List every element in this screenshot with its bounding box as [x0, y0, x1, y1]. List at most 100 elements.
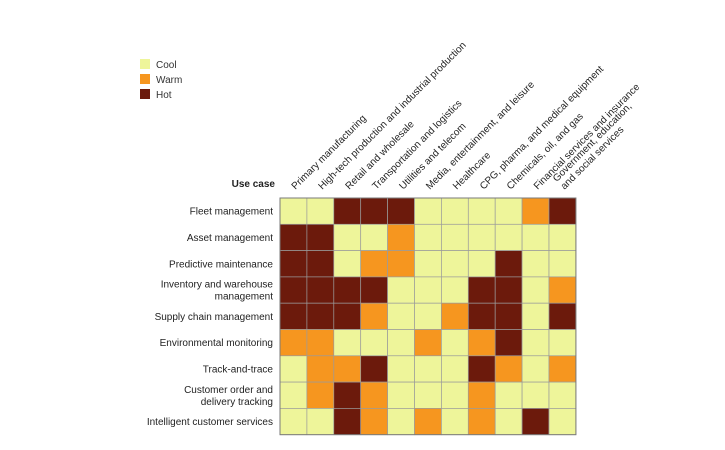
row-label: Predictive maintenance [169, 259, 273, 270]
heatmap-cell-r2-c9 [521, 250, 550, 278]
row-label: Asset management [187, 233, 273, 244]
legend-label-cool: Cool [156, 60, 177, 71]
row-label: Inventory and warehouse management [161, 280, 274, 303]
heatmap-cell-r5-c9 [521, 329, 550, 357]
heatmap-cell-r6-c9 [521, 355, 550, 383]
heatmap-cell-r4-c5 [414, 302, 442, 330]
heatmap-cell-r0-c1 [306, 197, 335, 225]
heatmap-cell-r7-c6 [441, 381, 469, 409]
heatmap-cell-r0-c6 [441, 197, 469, 225]
heatmap-cell-r2-c5 [414, 250, 442, 278]
heatmap-cell-r4-c0 [279, 302, 308, 330]
heatmap-cell-r3-c3 [360, 276, 388, 304]
heatmap-cell-r7-c7 [467, 381, 496, 409]
heatmap-cell-r8-c4 [387, 408, 415, 436]
heatmap-cell-r4-c4 [387, 302, 415, 330]
heatmap-cell-r2-c8 [494, 250, 523, 278]
heatmap-cell-r6-c6 [441, 355, 469, 383]
heatmap-cell-r7-c1 [306, 381, 335, 409]
heatmap-cell-r3-c5 [414, 276, 442, 304]
row-label: Fleet management [190, 207, 274, 218]
legend-swatch-warm [140, 74, 150, 84]
heatmap-cell-r3-c1 [306, 276, 335, 304]
heatmap-cell-r4-c9 [521, 302, 550, 330]
heatmap-cell-r7-c9 [521, 381, 550, 409]
heatmap-cell-r6-c0 [279, 355, 308, 383]
row-label: Intelligent customer services [147, 417, 273, 428]
heatmap-cell-r6-c2 [333, 355, 362, 383]
heatmap-cell-r2-c6 [441, 250, 469, 278]
heatmap-cell-r6-c10 [548, 355, 577, 383]
heatmap-cell-r2-c1 [306, 250, 335, 278]
heatmap-cell-r0-c9 [521, 197, 550, 225]
heatmap-cell-r4-c6 [441, 302, 469, 330]
heatmap-cell-r2-c0 [279, 250, 308, 278]
heatmap-cell-r8-c10 [548, 408, 577, 436]
heatmap-cell-r1-c4 [387, 223, 415, 251]
heatmap-cell-r0-c7 [467, 197, 496, 225]
heatmap-cell-r0-c5 [414, 197, 442, 225]
heatmap-cell-r8-c7 [467, 408, 496, 436]
heatmap-cell-r1-c10 [548, 223, 577, 251]
heatmap-cell-r8-c9 [521, 408, 550, 436]
heatmap-cell-r5-c5 [414, 329, 442, 357]
heatmap-cell-r8-c8 [494, 408, 523, 436]
heatmap-cell-r4-c3 [360, 302, 388, 330]
heatmap-cell-r6-c8 [494, 355, 523, 383]
row-label: Environmental monitoring [160, 338, 273, 349]
heatmap-cell-r5-c6 [441, 329, 469, 357]
heatmap-cell-r0-c8 [494, 197, 523, 225]
legend: Cool Warm Hot [140, 59, 182, 101]
heatmap-cell-r1-c7 [467, 223, 496, 251]
row-header: Use case [232, 179, 276, 190]
heatmap-cell-r2-c4 [387, 250, 415, 278]
heatmap-cell-r1-c3 [360, 223, 388, 251]
heatmap-cell-r8-c2 [333, 408, 362, 436]
heatmap-cell-r3-c6 [441, 276, 469, 304]
heatmap-cell-r0-c3 [360, 197, 388, 225]
grid-border [279, 197, 577, 436]
heatmap-cell-r5-c2 [333, 329, 362, 357]
heatmap-cell-r8-c1 [306, 408, 335, 436]
heatmap-cell-r8-c6 [441, 408, 469, 436]
heatmap-cell-r4-c10 [548, 302, 577, 330]
legend-label-warm: Warm [156, 75, 182, 86]
row-label: Customer order and delivery tracking [184, 385, 273, 408]
heatmap-cell-r6-c5 [414, 355, 442, 383]
heatmap-cell-r7-c10 [548, 381, 577, 409]
heatmap-cell-r6-c7 [467, 355, 496, 383]
heatmap-cell-r8-c0 [279, 408, 308, 436]
heatmap-cell-r7-c0 [279, 381, 308, 409]
legend-swatch-hot [140, 89, 150, 99]
heatmap-cell-r3-c10 [548, 276, 577, 304]
heatmap-cell-r4-c1 [306, 302, 335, 330]
heatmap-cell-r3-c7 [467, 276, 496, 304]
heatmap-cell-r2-c3 [360, 250, 388, 278]
heatmap-cell-r5-c8 [494, 329, 523, 357]
heatmap-cell-r4-c2 [333, 302, 362, 330]
heatmap-cell-r1-c5 [414, 223, 442, 251]
legend-swatch-cool [140, 59, 150, 69]
heatmap-cell-r5-c1 [306, 329, 335, 357]
heatmap-cell-r7-c5 [414, 381, 442, 409]
heatmap-cell-r0-c0 [279, 197, 308, 225]
heatmap-cell-r0-c4 [387, 197, 415, 225]
heatmap-cell-r8-c5 [414, 408, 442, 436]
heatmap-cell-r6-c3 [360, 355, 388, 383]
heatmap-cell-r5-c4 [387, 329, 415, 357]
heatmap-cells [279, 197, 577, 436]
heatmap-cell-r3-c2 [333, 276, 362, 304]
heatmap-cell-r3-c9 [521, 276, 550, 304]
column-label: Government, education,and social service… [551, 101, 642, 192]
legend-label-hot: Hot [156, 90, 172, 101]
heatmap-cell-r0-c10 [548, 197, 577, 225]
heatmap-cell-r7-c3 [360, 381, 388, 409]
heatmap-cell-r8-c3 [360, 408, 388, 436]
heatmap-cell-r7-c8 [494, 381, 523, 409]
heatmap-cell-r3-c8 [494, 276, 523, 304]
heatmap-cell-r6-c4 [387, 355, 415, 383]
heatmap-cell-r7-c2 [333, 381, 362, 409]
heatmap-cell-r1-c2 [333, 223, 362, 251]
